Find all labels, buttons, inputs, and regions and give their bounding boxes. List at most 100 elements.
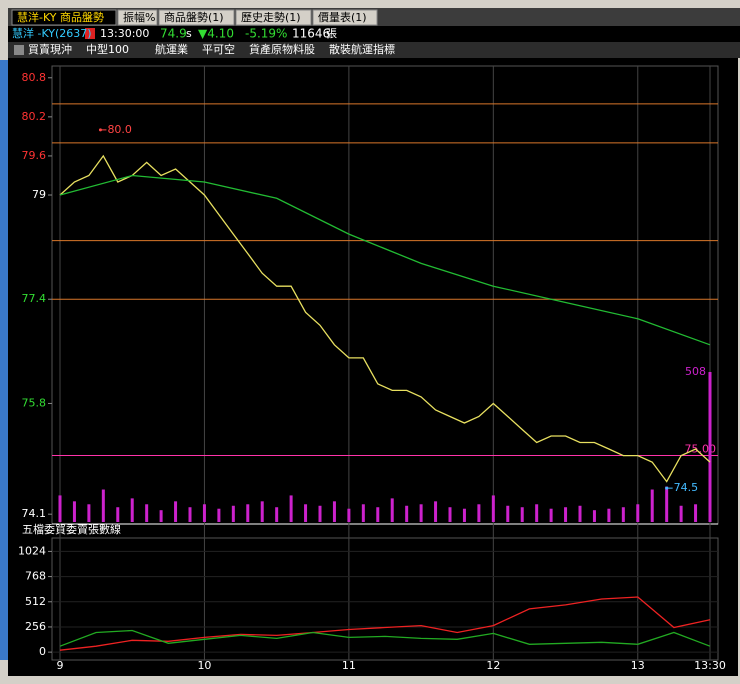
volume-bar bbox=[289, 495, 293, 522]
volume-bar bbox=[477, 504, 481, 522]
y-tick-label: 79 bbox=[32, 188, 46, 201]
tool-bar bbox=[8, 42, 740, 58]
menu-icon[interactable] bbox=[14, 45, 24, 55]
quote-flag: s bbox=[186, 27, 192, 40]
x-tick-label: 11 bbox=[342, 659, 356, 672]
volume-bar bbox=[708, 372, 712, 522]
volume-bar bbox=[217, 508, 221, 522]
volume-bar bbox=[549, 508, 553, 522]
side-strip bbox=[0, 60, 8, 660]
y-tick-label: 75.8 bbox=[22, 396, 47, 409]
y-tick-label: 1024 bbox=[18, 544, 46, 557]
series-line bbox=[59, 154, 711, 483]
volume-bar bbox=[621, 507, 625, 522]
tab-label[interactable]: 歷史走勢(1) bbox=[241, 10, 301, 24]
y-tick-label: 77.4 bbox=[22, 292, 47, 305]
tab-label[interactable]: 慧洋-KY 商品盤勢 bbox=[17, 10, 104, 24]
x-tick-label: 10 bbox=[197, 659, 211, 672]
quote-price: 74.9 bbox=[160, 27, 187, 41]
y-tick-label: 0 bbox=[39, 645, 46, 658]
volume-bar bbox=[578, 505, 582, 522]
x-tick-label: 12 bbox=[486, 659, 500, 672]
y-tick-label: 74.1 bbox=[22, 507, 47, 520]
volume-bar bbox=[145, 504, 149, 522]
y-tick-label: 512 bbox=[25, 595, 46, 608]
annotation-label: 74.5 bbox=[674, 481, 699, 494]
volume-bar bbox=[347, 508, 351, 522]
toolbar-item[interactable]: 貨產原物料股 bbox=[249, 42, 315, 56]
volume-bar bbox=[58, 495, 62, 522]
volume-bar bbox=[304, 504, 308, 522]
volume-bar bbox=[87, 504, 91, 522]
volume-label: 508 bbox=[685, 365, 706, 378]
toolbar-item[interactable]: 散裝航運指標 bbox=[329, 42, 395, 56]
chart-bg bbox=[8, 58, 738, 676]
tab-label[interactable]: 振幅% bbox=[123, 10, 155, 24]
volume-bar bbox=[318, 505, 322, 522]
quote-bar bbox=[8, 26, 740, 42]
volume-bar bbox=[130, 498, 134, 522]
quote-change: ▼4.10 bbox=[198, 27, 234, 41]
volume-bar bbox=[275, 507, 279, 522]
series-line bbox=[59, 629, 711, 647]
volume-bar bbox=[361, 504, 365, 522]
volume-bar bbox=[188, 507, 192, 522]
volume-bar bbox=[419, 504, 423, 522]
alert-icon bbox=[85, 28, 95, 39]
volume-bar bbox=[246, 504, 250, 522]
quote-volume: 11646 bbox=[292, 27, 330, 41]
quote-percent: -5.19% bbox=[245, 27, 287, 41]
toolbar-item[interactable]: 航運業 bbox=[155, 42, 188, 56]
tab[interactable] bbox=[235, 9, 312, 26]
volume-bar bbox=[491, 495, 495, 522]
volume-bar bbox=[174, 501, 178, 522]
volume-bar bbox=[101, 489, 105, 522]
volume-bar bbox=[679, 505, 683, 522]
volume-bar bbox=[535, 504, 539, 522]
volume-bar bbox=[390, 498, 394, 522]
volume-bar bbox=[636, 504, 640, 522]
stock-name: 慧洋 -KY(2637) bbox=[12, 26, 92, 40]
volume-bar bbox=[462, 508, 466, 522]
volume-bar bbox=[116, 507, 120, 522]
series-line bbox=[59, 596, 711, 651]
tab[interactable] bbox=[11, 9, 117, 26]
toolbar-item[interactable]: 買賣現沖 bbox=[28, 42, 72, 56]
quote-unit: 張 bbox=[326, 27, 337, 40]
x-tick-label: 9 bbox=[57, 659, 64, 672]
toolbar-item[interactable]: 中型100 bbox=[86, 42, 129, 56]
volume-bar bbox=[405, 505, 409, 522]
tab[interactable] bbox=[312, 9, 378, 26]
volume-bar bbox=[202, 504, 206, 522]
tab-label[interactable]: 商品盤勢(1) bbox=[164, 10, 224, 24]
x-tick-label: 13:30 bbox=[694, 659, 726, 672]
sub-chart-title: 五檔委買委賣張數線 bbox=[22, 522, 121, 536]
volume-bar bbox=[231, 505, 235, 522]
volume-bar bbox=[159, 510, 163, 522]
series-line bbox=[59, 174, 711, 346]
y-tick-label: 80.2 bbox=[22, 110, 47, 123]
volume-bar bbox=[650, 489, 654, 522]
volume-bar bbox=[376, 507, 380, 522]
quote-time: 13:30:00 bbox=[100, 27, 149, 40]
volume-bar bbox=[72, 501, 76, 522]
y-tick-label: 768 bbox=[25, 570, 46, 583]
volume-bar bbox=[564, 507, 568, 522]
volume-bar bbox=[434, 501, 438, 522]
tab[interactable] bbox=[158, 9, 235, 26]
tab[interactable] bbox=[117, 9, 158, 26]
volume-bar bbox=[506, 505, 510, 522]
volume-bar bbox=[694, 504, 698, 522]
sub-frame bbox=[51, 537, 719, 661]
volume-bar bbox=[260, 501, 264, 522]
tab-label[interactable]: 價量表(1) bbox=[318, 10, 367, 24]
volume-bar bbox=[607, 508, 611, 522]
volume-bar bbox=[592, 510, 596, 522]
toolbar-item[interactable]: 平可空 bbox=[202, 42, 235, 56]
x-tick-label: 13 bbox=[631, 659, 645, 672]
reference-label: 75.00 bbox=[685, 443, 717, 456]
y-tick-label: 79.6 bbox=[22, 149, 47, 162]
y-tick-label: 80.8 bbox=[22, 71, 47, 84]
volume-bar bbox=[665, 486, 669, 522]
